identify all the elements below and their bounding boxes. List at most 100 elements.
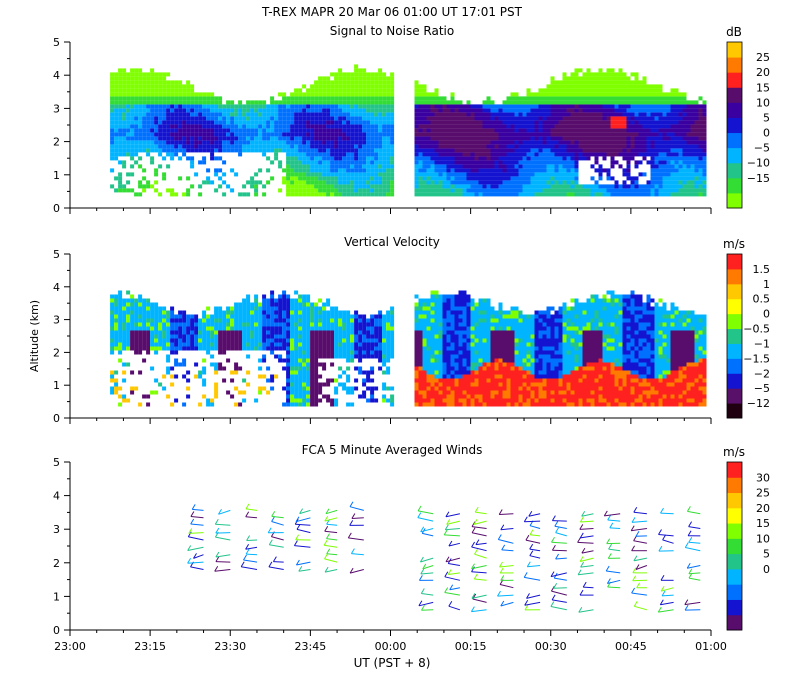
wind-barb-flag [295, 559, 300, 566]
colorbar-swatch [727, 492, 742, 509]
wind-barb [444, 576, 461, 581]
wind-barb [471, 526, 487, 529]
wind-barb-flag [215, 527, 220, 534]
wind-barb-flag [215, 556, 220, 562]
wind-barb-flag [551, 594, 556, 601]
wind-barb-flag [608, 543, 613, 550]
wind-barb [471, 571, 487, 574]
x-tick-label: 00:45 [615, 640, 647, 653]
colorbar-label: 0 [763, 563, 770, 576]
wind-barb-flag [449, 584, 454, 591]
colorbar-label: 10 [756, 532, 770, 545]
wind-barb-flag [448, 540, 453, 547]
wind-barb-flag [445, 556, 450, 563]
wind-barb [269, 544, 284, 548]
colorbar-label: −5 [754, 382, 770, 395]
wind-barb-flag [524, 600, 529, 606]
wind-barb-flag [350, 548, 355, 554]
wind-barb-flag [444, 587, 449, 593]
wind-barb-flag [245, 511, 250, 518]
wind-barb [324, 569, 338, 573]
wind-barb-flag [190, 511, 195, 517]
wind-barb [684, 601, 701, 606]
wind-barb [351, 517, 364, 519]
colorbar-label: −1.5 [743, 352, 770, 365]
colorbar-swatch [727, 72, 742, 88]
wind-barb-flag [550, 601, 555, 607]
wind-barb [418, 601, 434, 607]
wind-barb [581, 550, 594, 554]
wind-barb [633, 557, 648, 562]
colorbar-label: −5 [754, 142, 770, 155]
wind-barb-flag [470, 606, 475, 612]
wind-barb [193, 554, 204, 559]
wind-barb-flag [579, 532, 584, 539]
wind-barb [420, 572, 434, 575]
wind-barb-flag [636, 582, 641, 589]
colorbar-label: 25 [756, 487, 770, 500]
wind-barb-flag [471, 527, 476, 533]
wind-barb [662, 539, 674, 544]
wind-barb [583, 586, 594, 589]
wind-barb [631, 592, 647, 596]
colorbar-swatch [727, 102, 742, 118]
wind-barb [500, 528, 514, 531]
wind-barb [688, 577, 701, 581]
wind-barb [475, 511, 487, 515]
colorbar-label: −15 [747, 172, 770, 185]
wind-barb-flag [579, 556, 584, 562]
colorbar-swatch [727, 553, 742, 570]
wind-barb [325, 509, 338, 515]
wind-barb-flag [214, 566, 219, 572]
wind-barb-flag [635, 530, 640, 537]
colorbar-label: 0 [763, 308, 770, 321]
y-tick-label: 0 [53, 202, 60, 215]
wind-barb-flag [187, 531, 192, 537]
wind-barb-flag [582, 581, 587, 588]
wind-barb-flag [497, 590, 501, 597]
wind-barb [473, 520, 487, 525]
wind-barb [241, 566, 258, 570]
wind-barb-flag [246, 535, 251, 541]
wind-barb [421, 593, 434, 596]
wind-barb-flag [500, 600, 505, 607]
y-tick-label: 0 [53, 624, 60, 637]
wind-barb-flag [632, 567, 637, 574]
wind-barb-flag [421, 604, 425, 611]
wind-barb [579, 528, 594, 530]
wind-barb [214, 569, 231, 572]
x-tick-label: 00:30 [535, 640, 567, 653]
wind-barb [324, 530, 338, 534]
wind-barb-flag [295, 534, 300, 540]
wind-barb-flag [500, 524, 505, 530]
wind-barb-flag [498, 509, 503, 515]
y-tick-label: 2 [53, 346, 60, 359]
wind-barb [448, 572, 460, 575]
wind-barb-flag [419, 556, 424, 563]
wind-barb-flag [555, 553, 560, 560]
colorbar-swatch [727, 87, 742, 103]
colorbar-swatch [727, 132, 742, 149]
wind-barb-flag [688, 521, 693, 527]
wind-barb-flag [635, 564, 640, 570]
wind-barb [349, 506, 364, 511]
wind-barb [687, 565, 701, 569]
wind-barb [245, 516, 258, 519]
wind-barb-flag [420, 588, 425, 594]
wind-barb-flag [190, 518, 195, 525]
wind-barb-flag [473, 573, 478, 580]
wind-barb [349, 569, 364, 574]
wind-barb [660, 512, 674, 515]
wind-barb-flag [529, 550, 534, 556]
wind-barb-flag [267, 527, 272, 533]
y-tick-label: 5 [53, 36, 60, 49]
wind-barb-flag [444, 571, 449, 578]
wind-barb [245, 546, 258, 550]
wind-barb-flag [551, 515, 556, 521]
wind-barb [475, 542, 487, 546]
wind-barb [579, 557, 594, 562]
wind-barb-flag [529, 543, 534, 550]
wind-barb-flag [240, 561, 245, 568]
wind-barb [445, 528, 460, 531]
panel-title: Vertical Velocity [344, 235, 440, 249]
